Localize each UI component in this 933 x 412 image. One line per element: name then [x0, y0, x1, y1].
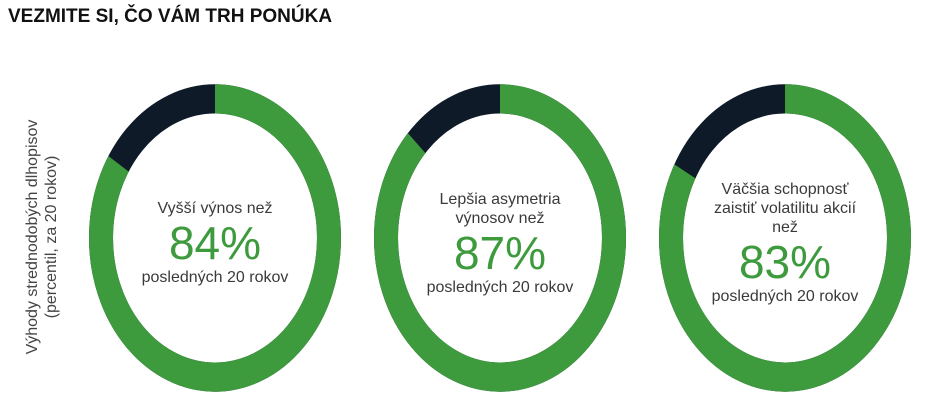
donut [89, 84, 341, 392]
donut-arc [374, 84, 626, 392]
donut-text: Vyšší výnos než 84% posledných 20 rokov [140, 199, 290, 287]
donut-value: 83% [738, 236, 832, 288]
donut-text: Lepšia asymetria výnosov než 87% poslednýc… [425, 190, 575, 297]
donut-note: posledných 20 rokov [711, 288, 859, 305]
donut-label: Väčšia schopnosť zaistiť volatilitu akci… [713, 181, 857, 236]
donut-value: 84% [168, 217, 262, 269]
title: VEZMITE SI, ČO VÁM TRH PONÚKA [8, 6, 333, 27]
donut-arc [659, 84, 911, 392]
donut-note: posledných 20 rokov [426, 278, 574, 296]
donut-note: posledných 20 rokov [141, 269, 289, 286]
donut [659, 84, 911, 392]
donut-label: Lepšia asymetria výnosov než [439, 190, 561, 227]
donut [374, 84, 626, 392]
donut-value: 87% [453, 226, 547, 279]
donut-arc [89, 84, 341, 392]
donut-label: Vyšší výnos než [157, 200, 273, 217]
donut-text: Väčšia schopnosť zaistiť volatilitu akci… [710, 180, 860, 306]
